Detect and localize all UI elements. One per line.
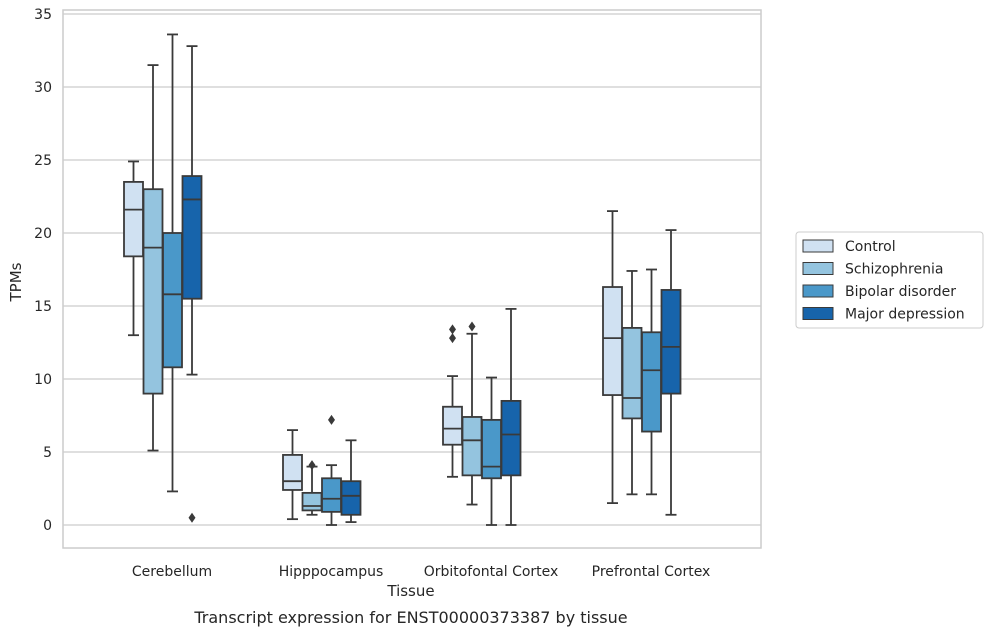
box-1-0 — [142, 64, 164, 452]
box-iqr — [123, 180, 144, 258]
legend-swatch — [802, 284, 834, 298]
y-tick-label: 10 — [34, 372, 52, 388]
box-iqr — [641, 331, 662, 433]
legend-swatch — [802, 239, 834, 253]
legend-label: Control — [845, 239, 896, 255]
legend-swatch — [802, 307, 834, 320]
box-3-0 — [181, 45, 203, 523]
box-3-1 — [340, 439, 362, 523]
legend-frame — [795, 231, 984, 329]
y-axis-label: TPMs — [7, 262, 25, 302]
box-0-0 — [123, 160, 144, 337]
box-iqr — [282, 454, 303, 491]
outlier-point — [188, 512, 196, 523]
x-tick-label: Orbitofontal Cortex — [424, 564, 559, 580]
box-iqr — [142, 188, 164, 395]
box-iqr — [481, 418, 502, 480]
box-iqr — [500, 399, 522, 477]
y-tick-label: 0 — [43, 518, 52, 534]
box-2-1 — [321, 414, 342, 526]
x-axis-label: Tissue — [386, 582, 434, 600]
y-axis-ticks: 0 5 10 15 20 25 30 35 — [34, 7, 52, 534]
chart-caption: Transcript expression for ENST0000037338… — [193, 608, 627, 627]
outlier-point — [328, 414, 335, 425]
outlier-point — [308, 460, 316, 471]
legend-label: Schizophrenia — [845, 262, 943, 278]
box-iqr — [181, 175, 203, 300]
plot-area — [123, 33, 682, 526]
legend-swatch — [802, 262, 834, 275]
box-3-3 — [660, 229, 682, 516]
box-3-2 — [500, 308, 522, 526]
box-iqr — [621, 326, 643, 420]
box-iqr — [660, 289, 682, 395]
box-2-2 — [481, 376, 502, 526]
outlier-point — [449, 324, 456, 335]
box-iqr — [340, 480, 362, 516]
box-1-3 — [621, 270, 643, 496]
x-tick-label: Hipppocampus — [279, 564, 384, 580]
x-tick-label: Cerebellum — [132, 564, 212, 580]
box-iqr — [602, 286, 623, 396]
box-2-3 — [641, 268, 662, 496]
outlier-point — [449, 333, 456, 344]
y-tick-label: 30 — [34, 80, 52, 96]
legend-label: Major depression — [845, 307, 965, 323]
y-tick-label: 5 — [43, 445, 52, 461]
box-0-2 — [442, 324, 463, 478]
box-iqr — [461, 416, 483, 477]
box-1-2 — [461, 321, 483, 506]
legend-label: Bipolar disorder — [845, 284, 956, 300]
y-tick-label: 20 — [34, 226, 52, 242]
box-iqr — [442, 405, 463, 446]
y-tick-label: 25 — [34, 153, 52, 169]
outlier-point — [468, 321, 476, 332]
box-0-3 — [602, 210, 623, 505]
box-iqr — [321, 477, 342, 513]
x-axis-ticks: Cerebellum Hipppocampus Orbitofontal Corte… — [132, 564, 710, 580]
box-iqr — [162, 232, 183, 369]
y-tick-label: 15 — [34, 299, 52, 315]
plot-frame — [62, 9, 762, 549]
box-1-1 — [301, 460, 323, 516]
box-iqr — [301, 491, 323, 512]
box-2-0 — [162, 33, 183, 493]
box-0-1 — [282, 429, 303, 521]
y-tick-label: 35 — [34, 7, 52, 23]
x-tick-label: Prefrontal Cortex — [592, 564, 711, 580]
legend: Control Schizophrenia Bipolar disorder Majo… — [795, 231, 984, 329]
